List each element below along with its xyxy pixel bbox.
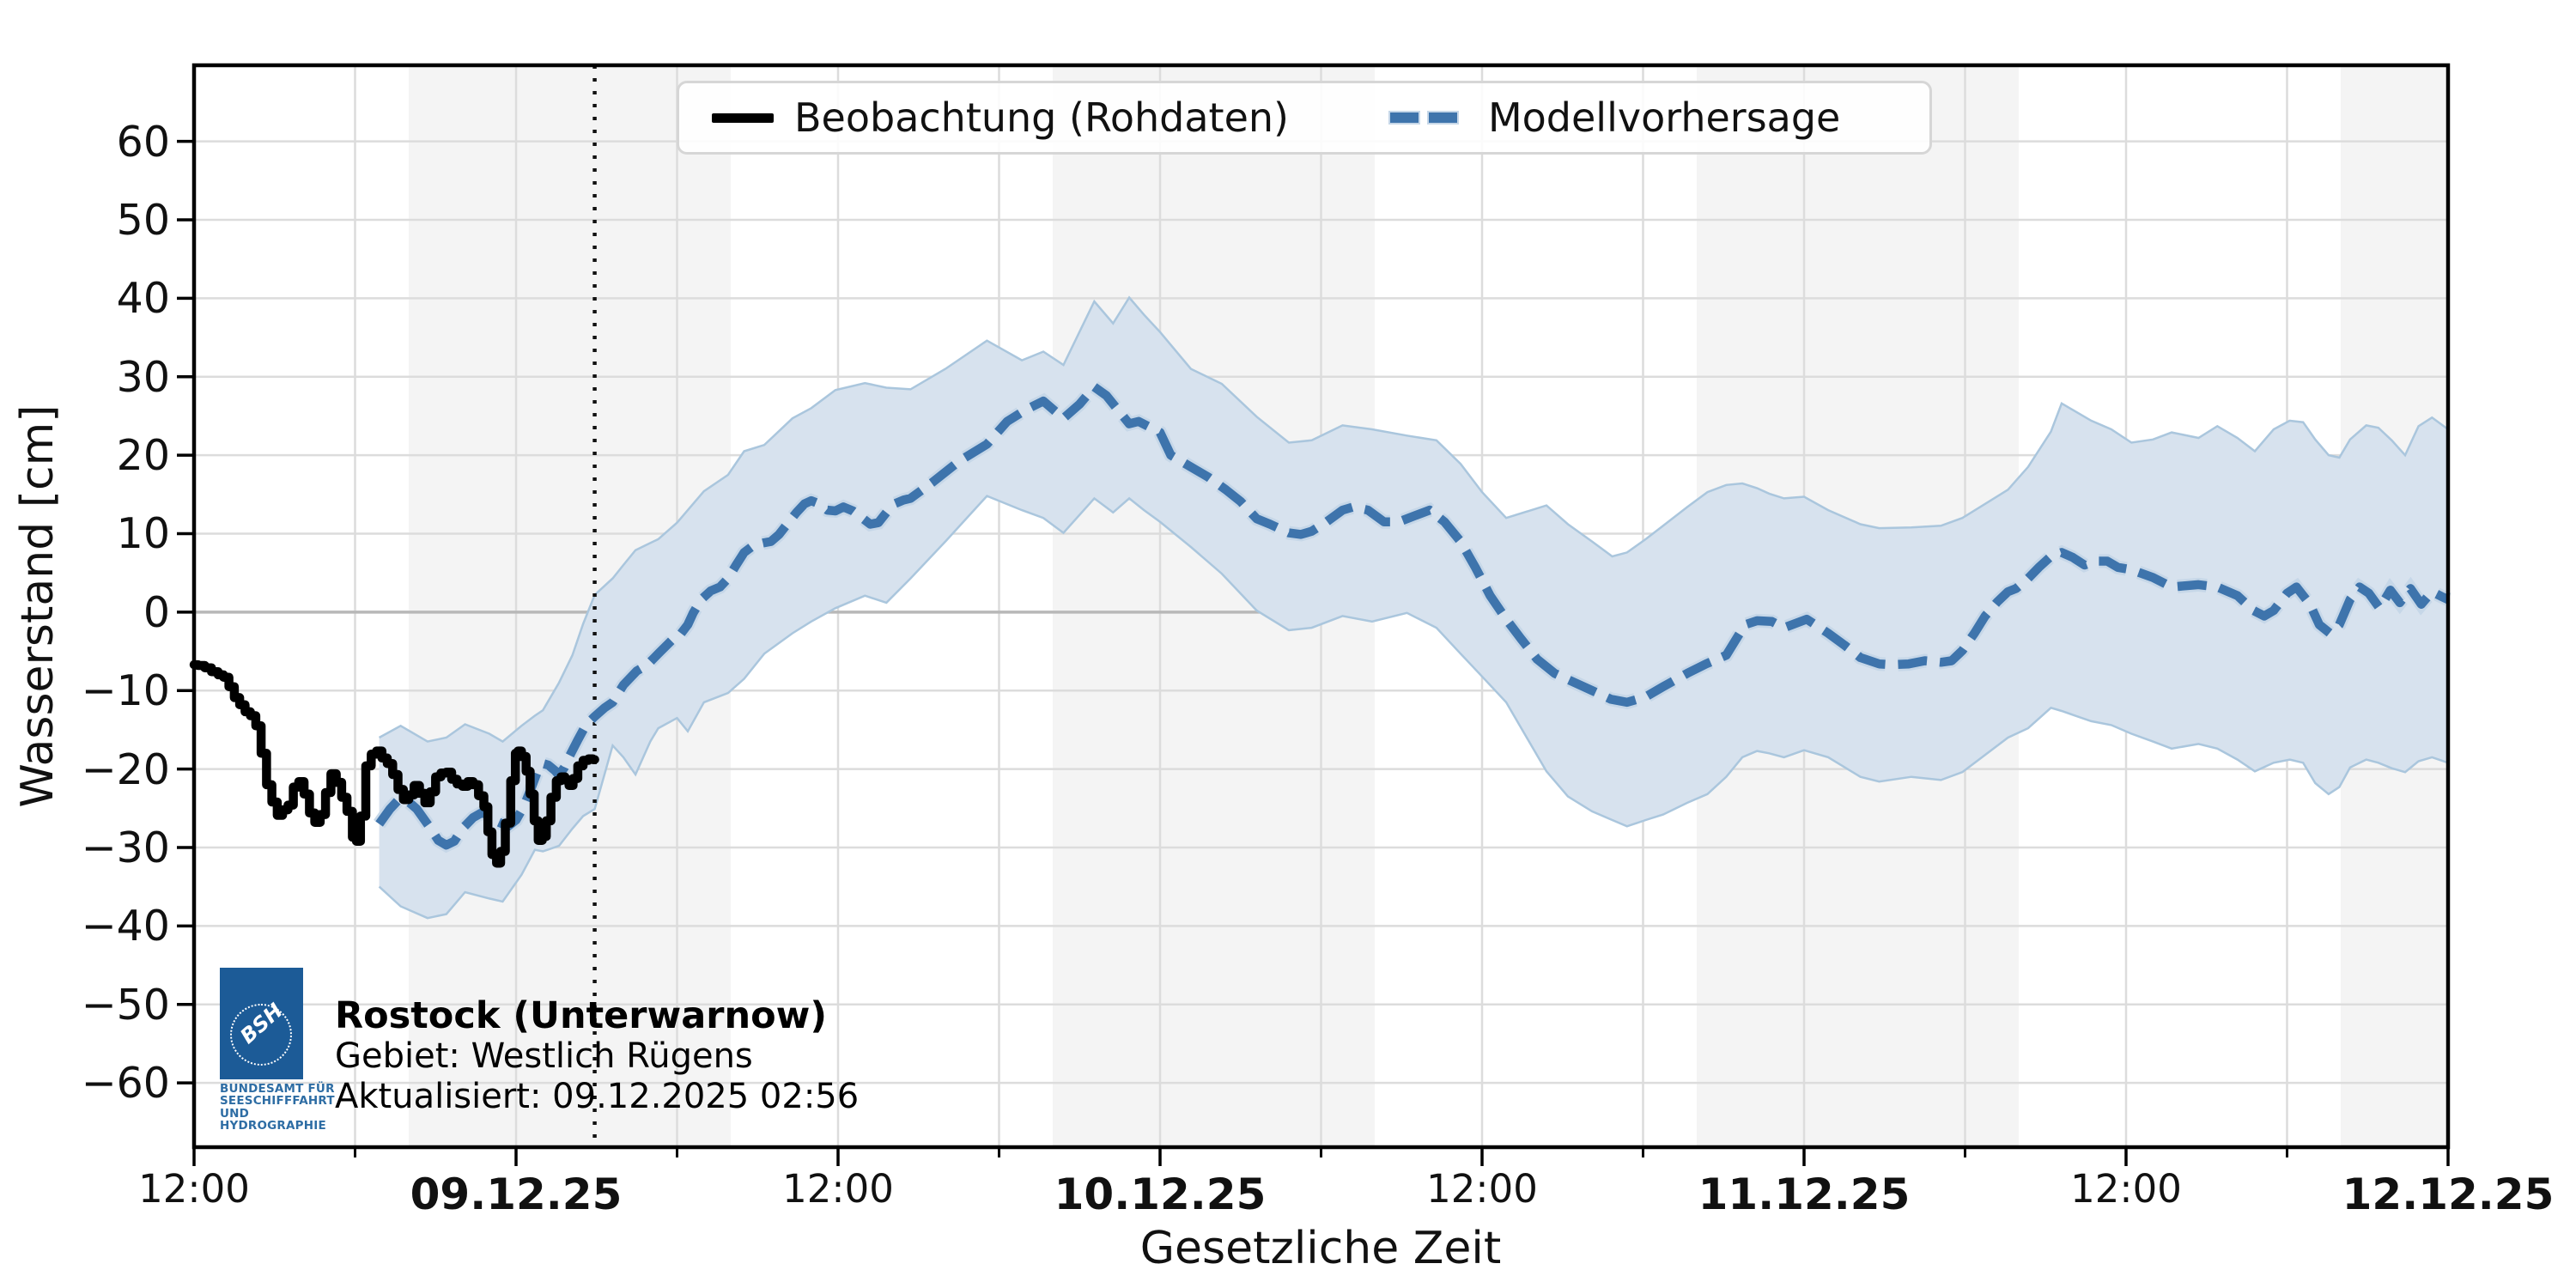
band-upper-edge xyxy=(378,295,2449,744)
model-dash-swatch-icon xyxy=(1388,111,1467,125)
y-tick-label: −10 xyxy=(81,666,170,716)
station-region: Gebiet: Westlich Rügens xyxy=(335,1036,753,1076)
y-tick-label: −30 xyxy=(81,823,170,872)
model-forecast-line xyxy=(375,382,2451,850)
legend-label-model: Modellvorhersage xyxy=(1487,94,1841,141)
station-updated: Aktualisiert: 09.12.2025 02:56 xyxy=(335,1077,860,1116)
y-tick-label: 0 xyxy=(143,587,170,637)
y-tick-label: −60 xyxy=(81,1059,170,1109)
y-tick-label: −50 xyxy=(81,980,170,1030)
y-tick-label: −20 xyxy=(81,744,170,794)
observation-line-swatch-icon xyxy=(712,112,774,123)
y-tick-label: −40 xyxy=(81,902,170,951)
legend-item-model: Modellvorhersage xyxy=(1388,94,1841,141)
band-lower-edge xyxy=(378,495,2449,920)
x-tick-label: 12.12.25 xyxy=(2342,1170,2555,1219)
x-tick-label: 09.12.25 xyxy=(410,1170,623,1219)
legend: Beobachtung (Rohdaten) Modellvorhersage xyxy=(677,81,1932,155)
y-tick-label: 40 xyxy=(116,274,170,324)
y-tick-label: 20 xyxy=(116,431,170,481)
x-tick-label: 12:00 xyxy=(782,1166,894,1212)
observation-line xyxy=(189,659,599,868)
x-tick-label: 12:00 xyxy=(138,1166,250,1212)
y-tick-label: 60 xyxy=(116,117,170,167)
y-tick-label: 50 xyxy=(116,196,170,245)
x-tick-label: 12:00 xyxy=(1426,1166,1538,1212)
x-tick-label: 12:00 xyxy=(2070,1166,2182,1212)
uncertainty-band xyxy=(379,297,2448,919)
y-tick-label: 10 xyxy=(116,509,170,559)
legend-label-observation: Beobachtung (Rohdaten) xyxy=(794,94,1289,141)
station-name: Rostock (Unterwarnow) xyxy=(335,994,827,1037)
bsh-logo: BSH xyxy=(220,968,303,1079)
bsh-logo-circle-icon xyxy=(230,1004,292,1066)
x-tick-label: 10.12.25 xyxy=(1054,1170,1267,1219)
legend-item-observation: Beobachtung (Rohdaten) xyxy=(712,94,1289,141)
bsh-logo-caption: BUNDESAMT FÜR SEESCHIFFFAHRT UND HYDROGR… xyxy=(220,1082,335,1133)
x-tick-label: 11.12.25 xyxy=(1698,1170,1911,1219)
y-tick-label: 30 xyxy=(116,352,170,402)
x-axis-title: Gesetzliche Zeit xyxy=(1139,1223,1502,1274)
